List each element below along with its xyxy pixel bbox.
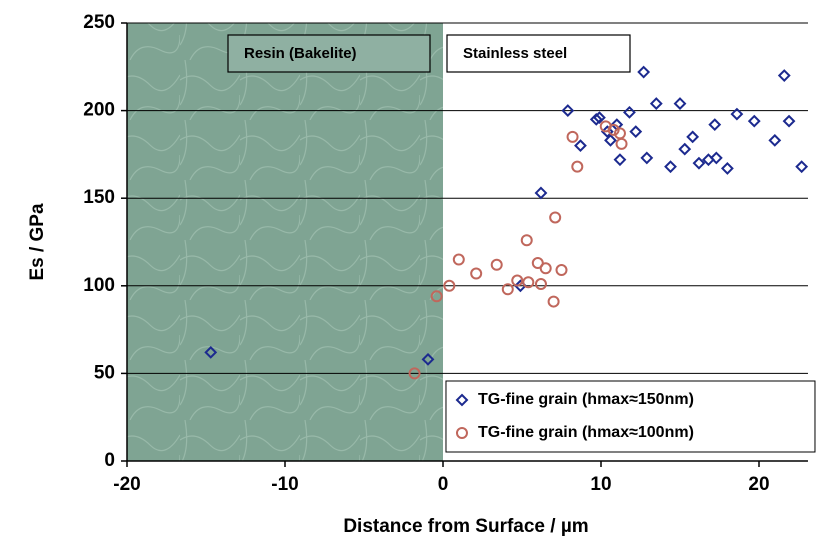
y-tick-label: 200	[83, 100, 115, 121]
y-tick-label: 0	[104, 450, 115, 471]
x-axis-title: Distance from Surface / µm	[343, 516, 588, 537]
annotation: Stainless steel	[463, 45, 567, 62]
x-tick-label: 20	[748, 474, 769, 495]
legend-label: TG-fine grain (hmax≈100nm)	[478, 424, 694, 441]
legend-label: TG-fine grain (hmax≈150nm)	[478, 391, 694, 408]
region-texture	[127, 23, 443, 461]
y-tick-label: 150	[83, 187, 115, 208]
y-tick-label: 250	[83, 12, 115, 33]
x-tick-label: -10	[271, 474, 298, 495]
x-tick-label: 10	[590, 474, 611, 495]
x-tick-label: 0	[438, 474, 449, 495]
x-tick-label: -20	[113, 474, 140, 495]
annotation: Resin (Bakelite)	[244, 45, 357, 62]
y-axis-title: Es / GPa	[27, 203, 48, 281]
y-tick-label: 50	[94, 362, 115, 383]
y-tick-label: 100	[83, 275, 115, 296]
chart: Distance from Surface / µm Es / GPa Resi…	[0, 0, 822, 542]
